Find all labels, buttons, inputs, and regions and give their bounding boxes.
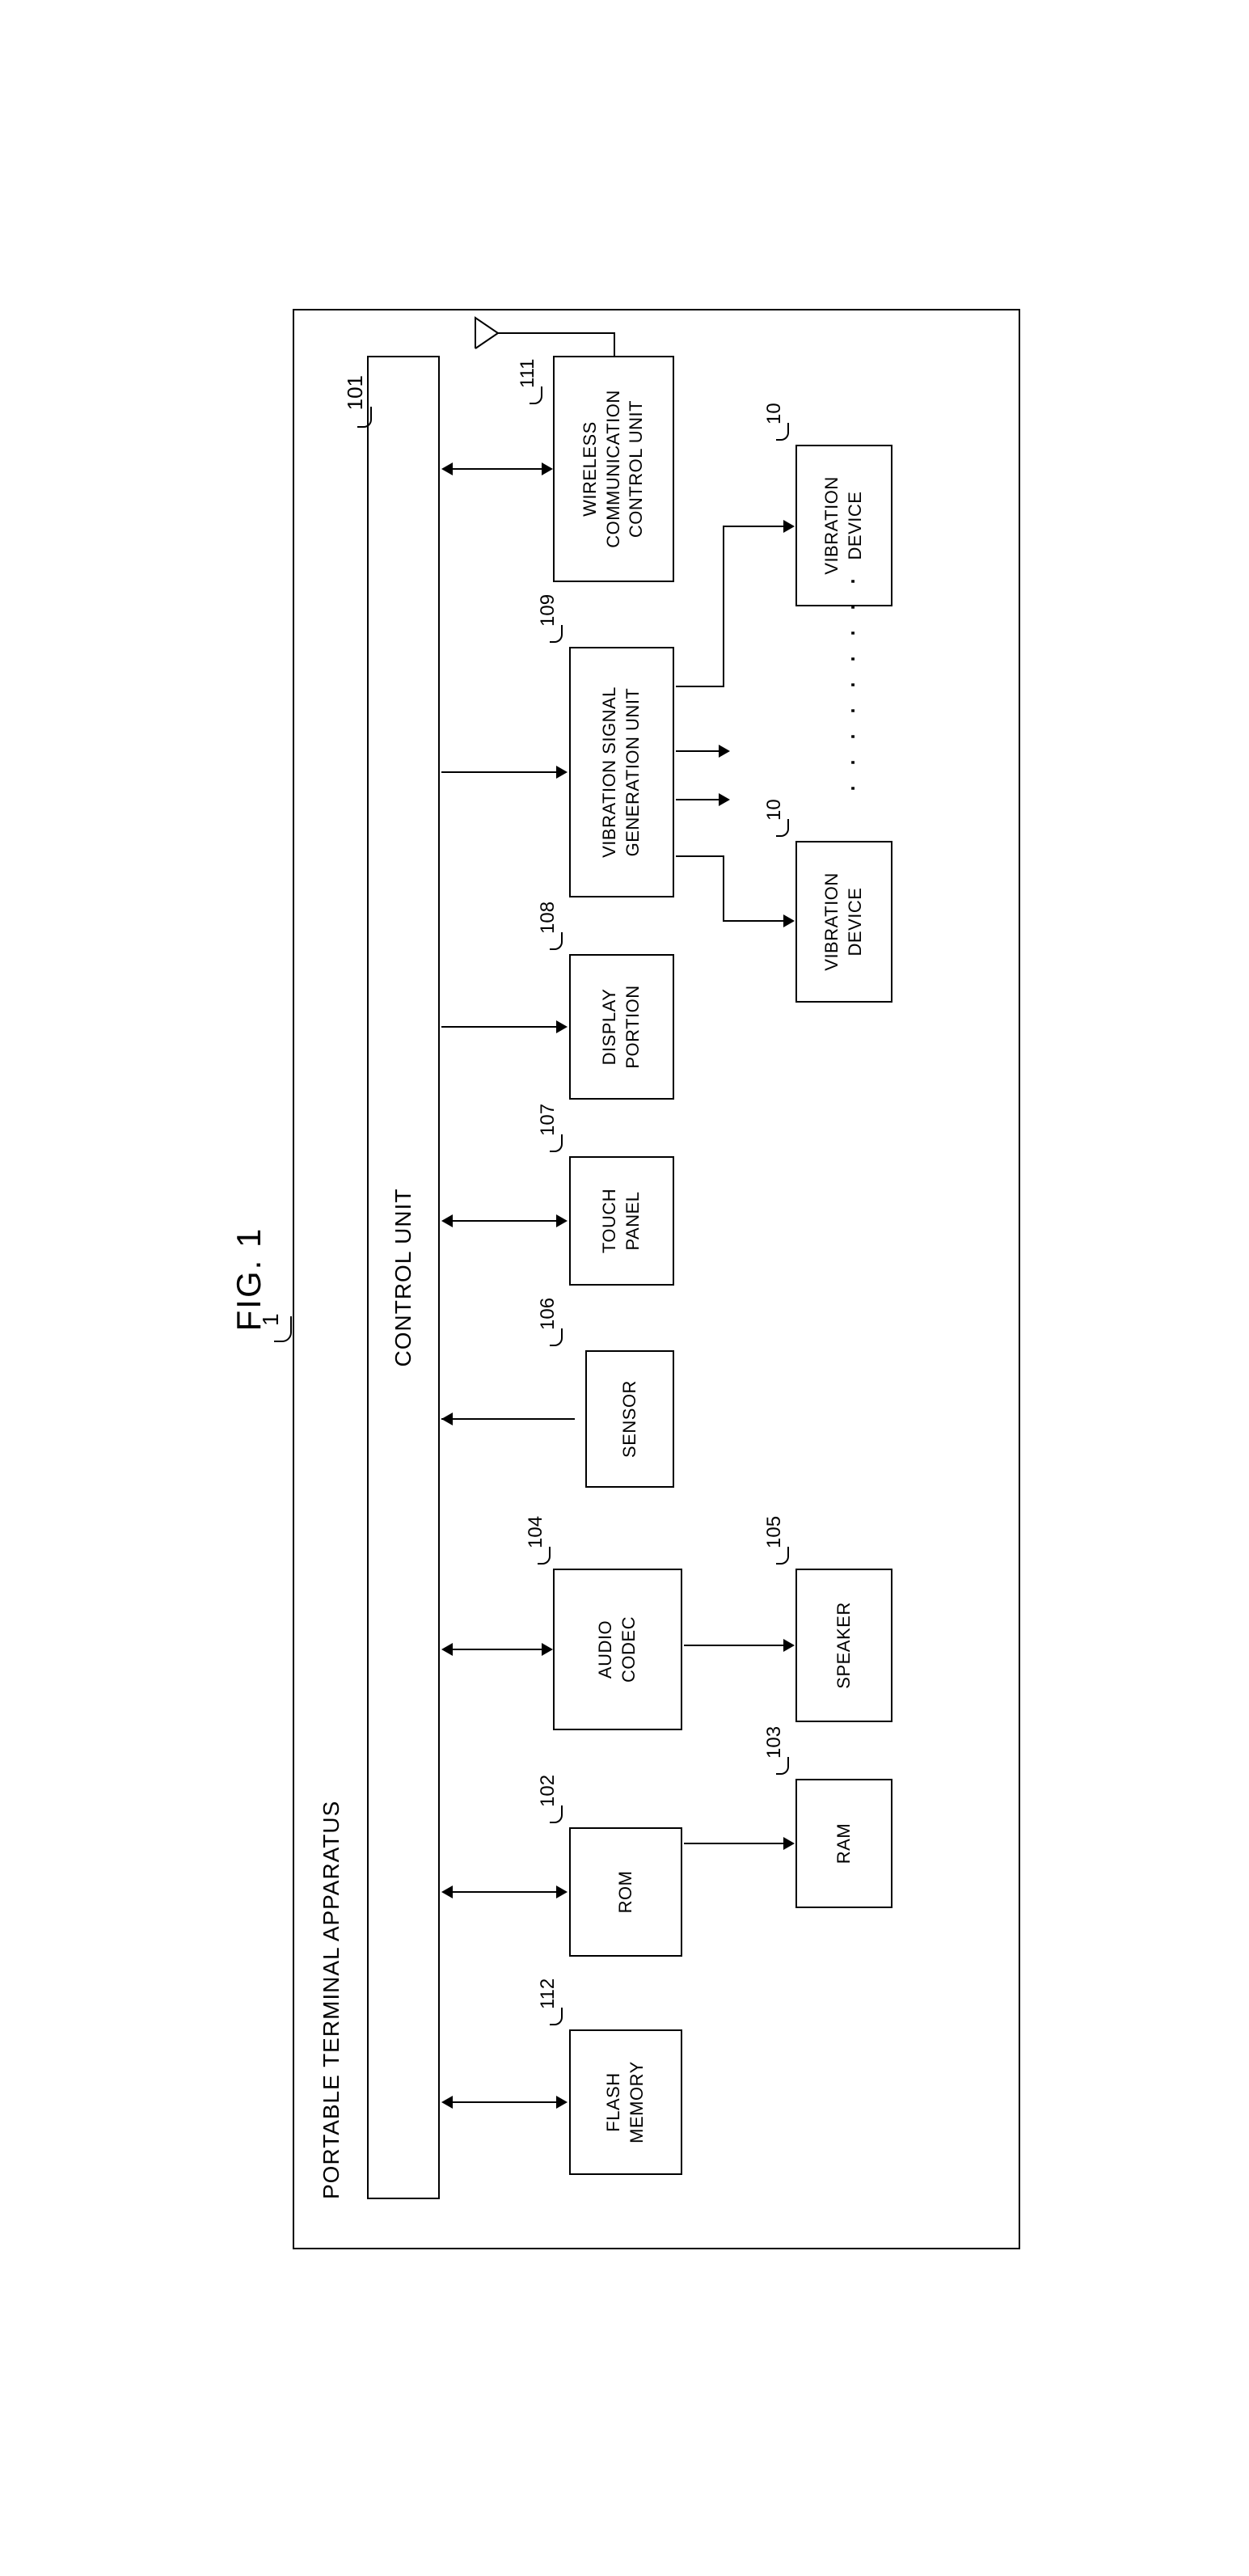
touch-panel-block: TOUCH PANEL — [569, 1156, 674, 1286]
outer-apparatus-label: PORTABLE TERMINAL APPARATUS — [319, 1801, 344, 2199]
control-unit-label: CONTROL UNIT — [390, 1189, 416, 1367]
arrow-line — [684, 1645, 785, 1646]
arrow-head-icon — [441, 1643, 453, 1656]
arrow-line — [723, 855, 724, 922]
arrow-head-icon — [556, 766, 568, 779]
ref-vibration-signal: 109 — [537, 594, 559, 627]
arrow-line — [452, 1891, 557, 1893]
arrow-head-icon — [783, 1837, 795, 1850]
ref-vibration-device-1: 10 — [763, 799, 786, 821]
arrow-head-icon — [783, 914, 795, 927]
ref-rom: 102 — [537, 1775, 559, 1807]
arrow-line — [676, 750, 720, 752]
arrow-head-icon — [719, 745, 730, 758]
arrow-head-icon — [783, 1639, 795, 1652]
ref-display-portion: 108 — [537, 902, 559, 934]
sensor-label: SENSOR — [618, 1380, 641, 1458]
arrow-head-icon — [556, 1886, 568, 1898]
ref-audio-codec: 104 — [525, 1516, 547, 1548]
rom-block: ROM — [569, 1827, 682, 1957]
flash-memory-label: FLASH MEMORY — [602, 2061, 648, 2143]
arrow-line — [441, 1026, 559, 1028]
ref-control-unit: 101 — [343, 375, 368, 410]
ref-sensor: 106 — [537, 1298, 559, 1330]
arrow-head-icon — [542, 1643, 553, 1656]
arrow-head-icon — [783, 520, 795, 533]
vibration-device-2-label: VIBRATION DEVICE — [821, 476, 867, 574]
arrow-head-icon — [556, 1214, 568, 1227]
speaker-label: SPEAKER — [832, 1602, 855, 1688]
ref-ram: 103 — [763, 1726, 786, 1759]
figure-title: FIG. 1 — [230, 309, 268, 2249]
outer-apparatus-box: 1 PORTABLE TERMINAL APPARATUS 101 CONTRO… — [293, 309, 1020, 2249]
ram-label: RAM — [832, 1823, 855, 1864]
arrow-head-icon — [556, 1020, 568, 1033]
display-portion-label: DISPLAY PORTION — [598, 985, 644, 1068]
wireless-block: WIRELESS COMMUNICATION CONTROL UNIT — [553, 356, 674, 582]
arrow-line — [723, 526, 724, 687]
ref-outer: 1 — [258, 1313, 284, 1326]
vibration-signal-block: VIBRATION SIGNAL GENERATION UNIT — [569, 647, 674, 897]
arrow-line — [452, 1649, 542, 1650]
display-portion-block: DISPLAY PORTION — [569, 954, 674, 1100]
arrow-line — [452, 468, 542, 470]
vibration-signal-label: VIBRATION SIGNAL GENERATION UNIT — [598, 686, 644, 858]
ref-wireless: 111 — [517, 359, 539, 388]
speaker-block: SPEAKER — [795, 1569, 892, 1722]
arrow-head-icon — [556, 2096, 568, 2109]
ref-vibration-device-2: 10 — [763, 403, 786, 424]
arrow-line — [496, 332, 615, 334]
arrow-line — [676, 855, 724, 857]
arrow-line — [723, 920, 786, 922]
arrow-head-icon — [441, 2096, 453, 2109]
arrow-line — [723, 526, 786, 527]
arrow-line — [452, 1220, 557, 1222]
ram-block: RAM — [795, 1779, 892, 1908]
antenna-icon — [472, 315, 501, 352]
rom-label: ROM — [614, 1871, 637, 1914]
arrow-line — [676, 799, 720, 800]
arrow-head-icon — [441, 1413, 453, 1425]
arrow-head-icon — [542, 462, 553, 475]
flash-memory-block: FLASH MEMORY — [569, 2029, 682, 2175]
audio-codec-block: AUDIO CODEC — [553, 1569, 682, 1730]
arrow-line — [441, 771, 559, 773]
arrow-line — [684, 1843, 785, 1844]
audio-codec-label: AUDIO CODEC — [594, 1616, 640, 1683]
arrow-line — [614, 332, 615, 357]
vibration-device-1-block: VIBRATION DEVICE — [795, 841, 892, 1003]
arrow-line — [441, 1418, 575, 1420]
figure-container: FIG. 1 1 PORTABLE TERMINAL APPARATUS 101… — [230, 309, 1020, 2249]
sensor-block: SENSOR — [585, 1350, 674, 1488]
arrow-head-icon — [441, 462, 453, 475]
touch-panel-label: TOUCH PANEL — [598, 1189, 644, 1253]
arrow-head-icon — [441, 1214, 453, 1227]
arrow-line — [676, 686, 724, 687]
arrow-line — [452, 2101, 557, 2103]
arrow-head-icon — [441, 1886, 453, 1898]
ref-flash-memory: 112 — [537, 1978, 559, 2009]
ref-speaker: 105 — [763, 1516, 786, 1548]
ellipsis-dots: . . . . . . . . . — [828, 572, 862, 792]
arrow-head-icon — [719, 793, 730, 806]
ref-touch-panel: 107 — [537, 1104, 559, 1136]
wireless-label: WIRELESS COMMUNICATION CONTROL UNIT — [579, 390, 648, 548]
vibration-device-1-label: VIBRATION DEVICE — [821, 872, 867, 970]
control-unit-block: CONTROL UNIT — [367, 356, 440, 2199]
